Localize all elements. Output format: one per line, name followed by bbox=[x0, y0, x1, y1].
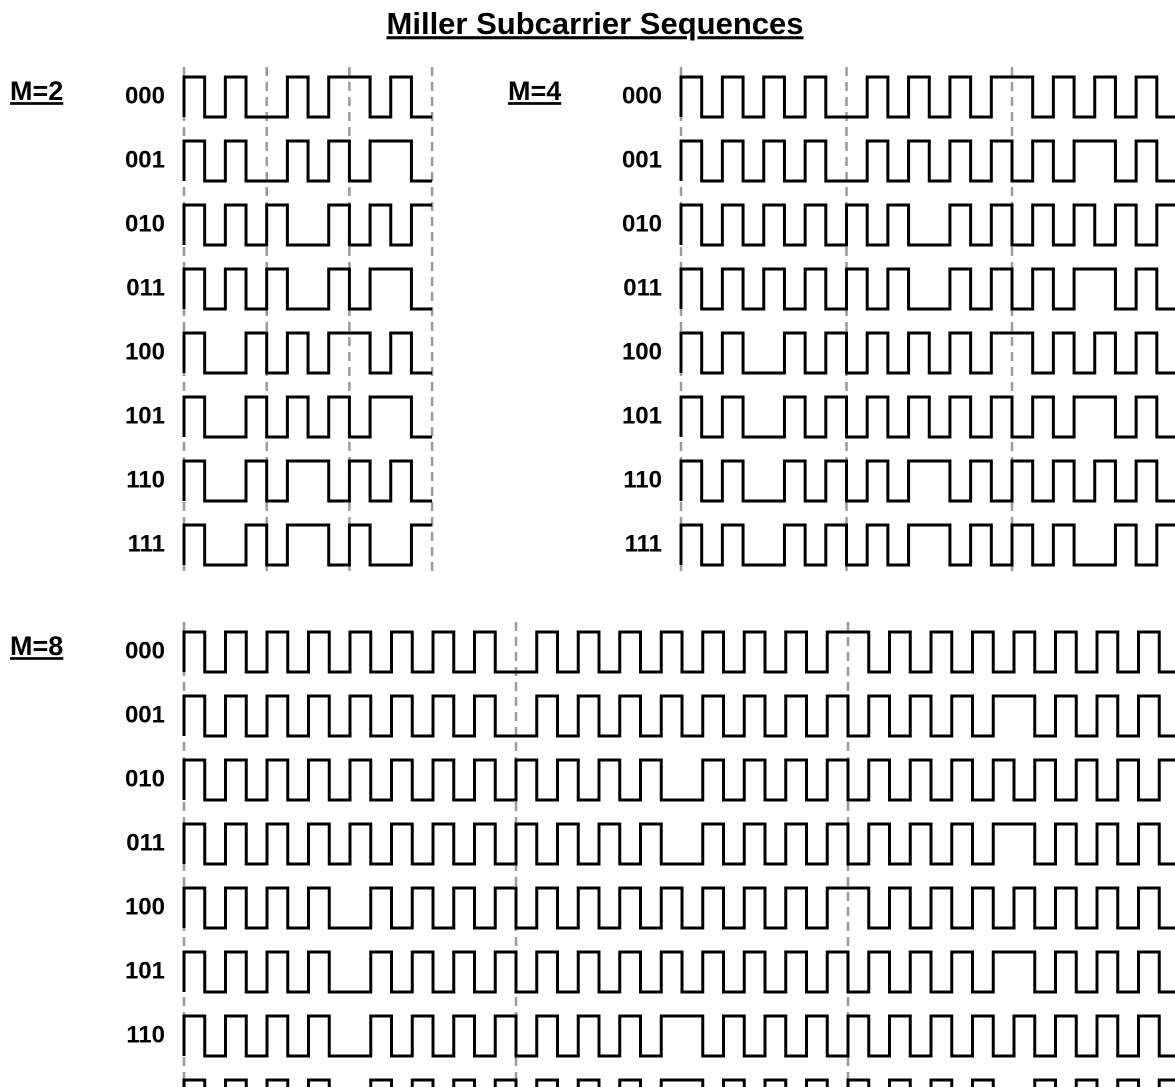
waveform bbox=[679, 139, 1175, 183]
waveform bbox=[679, 75, 1175, 119]
waveform bbox=[679, 203, 1175, 247]
title: Miller Subcarrier Sequences bbox=[387, 6, 804, 41]
waveform bbox=[182, 139, 433, 183]
row-label: 100 bbox=[125, 338, 165, 365]
row-label: 101 bbox=[622, 402, 662, 429]
waveform bbox=[182, 523, 433, 567]
panel-label: M=8 bbox=[10, 631, 63, 661]
row-label: 010 bbox=[622, 210, 662, 237]
waveform bbox=[182, 331, 433, 375]
waveform bbox=[182, 1078, 1175, 1087]
row-label: 100 bbox=[622, 338, 662, 365]
row-label: 111 bbox=[128, 530, 165, 557]
waveform bbox=[679, 459, 1175, 503]
row-label: 110 bbox=[623, 466, 662, 493]
waveform bbox=[182, 822, 1175, 866]
row-label: 000 bbox=[622, 82, 662, 109]
panel-label: M=2 bbox=[10, 76, 63, 106]
waveform bbox=[679, 395, 1175, 439]
waveform bbox=[182, 694, 1175, 738]
row-label: 101 bbox=[125, 957, 165, 984]
waveform bbox=[182, 459, 433, 503]
row-label: 000 bbox=[125, 637, 165, 664]
waveform bbox=[182, 950, 1175, 994]
row-label: 110 bbox=[126, 1021, 165, 1048]
row-label: 011 bbox=[623, 274, 662, 301]
waveform bbox=[182, 75, 433, 119]
row-label: 010 bbox=[125, 765, 165, 792]
waveform bbox=[679, 331, 1175, 375]
waveform bbox=[182, 267, 433, 311]
row-label: 000 bbox=[125, 82, 165, 109]
waveform bbox=[182, 758, 1175, 802]
row-label: 011 bbox=[126, 829, 165, 856]
row-label: 011 bbox=[126, 274, 165, 301]
row-label: 110 bbox=[126, 466, 165, 493]
waveform bbox=[679, 523, 1175, 567]
row-label: 111 bbox=[128, 1085, 165, 1087]
row-label: 001 bbox=[125, 146, 165, 173]
row-label: 100 bbox=[125, 893, 165, 920]
row-label: 001 bbox=[622, 146, 662, 173]
waveform bbox=[182, 203, 433, 247]
row-label: 001 bbox=[125, 701, 165, 728]
row-label: 111 bbox=[625, 530, 662, 557]
waveform bbox=[182, 1014, 1175, 1058]
waveform bbox=[182, 395, 433, 439]
row-label: 010 bbox=[125, 210, 165, 237]
row-label: 101 bbox=[125, 402, 165, 429]
waveform bbox=[182, 886, 1175, 930]
waveform bbox=[679, 267, 1175, 311]
panel-label: M=4 bbox=[508, 76, 561, 106]
waveform bbox=[182, 630, 1175, 674]
